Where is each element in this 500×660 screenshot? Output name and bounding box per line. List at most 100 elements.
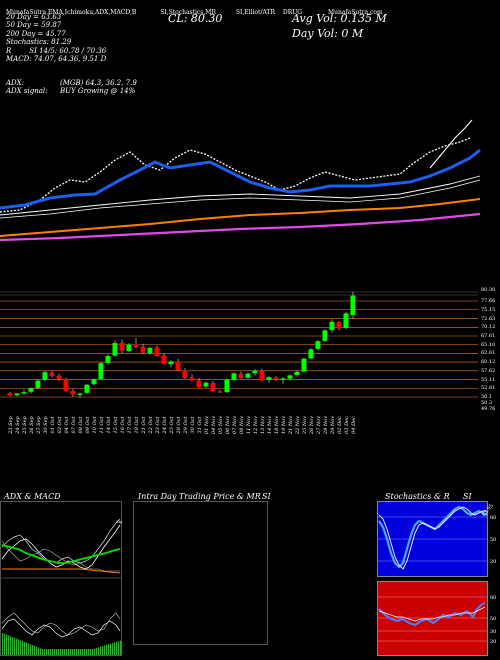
adx-histogram-bar xyxy=(64,649,66,655)
adx-histogram-bar xyxy=(48,649,50,655)
price-level-label: 55.11 xyxy=(481,376,496,383)
adx-histogram-bar xyxy=(98,647,100,655)
date-tick-label: 13 Nov xyxy=(260,416,266,434)
date-tick-label: 22 Nov xyxy=(295,416,301,435)
adx-histogram-bar xyxy=(108,644,110,655)
candle-body xyxy=(203,382,209,387)
candle-body xyxy=(343,313,349,329)
candle-body xyxy=(112,343,118,356)
stoch-level-label: 80 xyxy=(490,515,496,521)
rsi-level-label: 50 xyxy=(490,616,496,622)
adx-histogram-bar xyxy=(68,649,70,655)
macd-orange-line xyxy=(2,568,121,574)
date-tick-label: 24 Oct xyxy=(162,416,168,435)
date-tick-label: 26 Sep xyxy=(29,415,35,434)
rsi-r: R xyxy=(6,46,12,55)
date-tick-label: 29 Oct xyxy=(183,416,189,435)
adx-histogram-bar xyxy=(10,636,12,655)
adx-histogram-bar xyxy=(16,638,18,655)
rsi-level-label: 20 xyxy=(490,639,496,645)
adx-axis-label: Signal xyxy=(116,519,122,524)
candle-body xyxy=(217,391,223,393)
date-tick-label: 27 Nov xyxy=(316,416,322,435)
stoch-title: Stochastics & R xyxy=(385,492,450,501)
adx-histogram-bar xyxy=(78,649,80,655)
header-indicators-3: SI,Elliot/ATR xyxy=(235,9,275,16)
date-tick-label: 29 Nov xyxy=(330,416,336,435)
candle-body xyxy=(301,358,307,372)
date-tick-label: 17 Oct xyxy=(127,416,133,434)
price-level-label: 62.61 xyxy=(481,350,496,357)
header-brand: MunafaSutra xyxy=(6,9,47,16)
price-level-label: 50.3 xyxy=(481,400,493,406)
adx-macd-title: ADX & MACD xyxy=(4,492,61,501)
adx-histogram-bar xyxy=(100,646,102,655)
candle-body xyxy=(168,361,174,365)
date-axis: 23 Sep 24 Sep 25 Sep 26 Sep 27 Sep 30 Sep 01 O… xyxy=(8,415,357,435)
price-level-label: 75.15 xyxy=(481,306,496,313)
candle-body xyxy=(70,391,76,395)
header-indicators-2: SI,Stochastics,MR xyxy=(160,9,216,16)
header-symbol: DRUG xyxy=(282,9,303,16)
price-level-label: 77.66 xyxy=(481,298,496,304)
date-tick-label: 08 Nov xyxy=(239,416,245,434)
adx-histogram-bar xyxy=(66,649,68,655)
date-tick-label: 25 Oct xyxy=(169,416,175,435)
stoch-level-label: 50 xyxy=(490,537,496,543)
candle-body xyxy=(245,373,251,378)
adx-histogram-bar xyxy=(84,649,86,655)
stoch-d-line xyxy=(378,506,487,570)
candle-body xyxy=(42,372,48,380)
stats-block: 20 Day = 63.63 50 Day = 59.87 200 Day = … xyxy=(6,13,106,63)
date-tick-label: 28 Oct xyxy=(176,416,182,435)
date-tick-label: 02 Dec xyxy=(337,416,343,434)
adx-histogram-bar xyxy=(72,649,74,655)
date-tick-label: 03 Dec xyxy=(344,416,350,434)
candle-body xyxy=(28,388,34,392)
adx-histogram-bar xyxy=(34,645,36,655)
date-tick-label: 21 Nov xyxy=(288,416,294,435)
date-tick-label: 30 Oct xyxy=(190,416,196,434)
adx-signal-label: ADX signal: xyxy=(6,87,48,96)
adx-histogram-bar xyxy=(32,645,34,655)
adx-signal-value: BUY Growing @ 14% xyxy=(60,87,136,96)
adx-histogram-bar xyxy=(82,649,84,655)
adx-histogram-bar xyxy=(46,649,48,655)
adx-histogram-bar xyxy=(8,635,10,655)
candle-body xyxy=(287,375,293,379)
intraday-panel-frame xyxy=(133,501,268,645)
date-tick-label: 10 Oct xyxy=(92,416,98,434)
adx-histogram-bar xyxy=(30,644,32,655)
date-tick-label: 31 Oct xyxy=(197,416,203,434)
adx-histogram-bar xyxy=(58,649,60,655)
date-tick-label: 24 Sep xyxy=(15,415,21,434)
candle-body xyxy=(280,378,286,380)
date-tick-label: 07 Oct xyxy=(71,416,77,434)
candle-body xyxy=(35,380,41,388)
date-tick-label: 18 Nov xyxy=(274,416,280,434)
ema-200-line xyxy=(0,212,481,242)
rsi-blue-line xyxy=(378,602,486,627)
adx-histogram-bar xyxy=(80,649,82,655)
adx-histogram-bar xyxy=(60,649,62,655)
date-tick-label: 28 Nov xyxy=(323,416,329,435)
day-volume: Day Vol: 0 M xyxy=(292,27,364,40)
candle-body xyxy=(189,377,195,381)
date-tick-label: 23 Sep xyxy=(8,415,14,434)
date-tick-label: 03 Oct xyxy=(57,416,63,434)
adx-histogram-bar xyxy=(118,641,120,655)
date-tick-label: 11 Oct xyxy=(99,416,105,434)
adx-histogram-bar xyxy=(56,649,58,655)
chart-header: MunafaSutra EMA,Ichimoku,ADX,MACD,B SI,S… xyxy=(6,9,383,16)
ema20-value: 20 Day = 63.63 xyxy=(6,13,62,21)
adx-histogram-bar xyxy=(90,649,92,655)
date-tick-label: 26 Nov xyxy=(309,416,315,435)
adx-histogram-bar xyxy=(96,647,98,655)
stochastics-value: Stochastics: 81.29 xyxy=(6,38,72,47)
date-tick-label: 25 Nov xyxy=(302,416,308,435)
adx-histogram-bar xyxy=(106,644,108,655)
candle-body xyxy=(21,392,27,394)
adx-histogram-bar xyxy=(94,648,96,655)
adx-histogram-bar xyxy=(116,641,118,655)
adx-histogram-bar xyxy=(102,646,104,655)
